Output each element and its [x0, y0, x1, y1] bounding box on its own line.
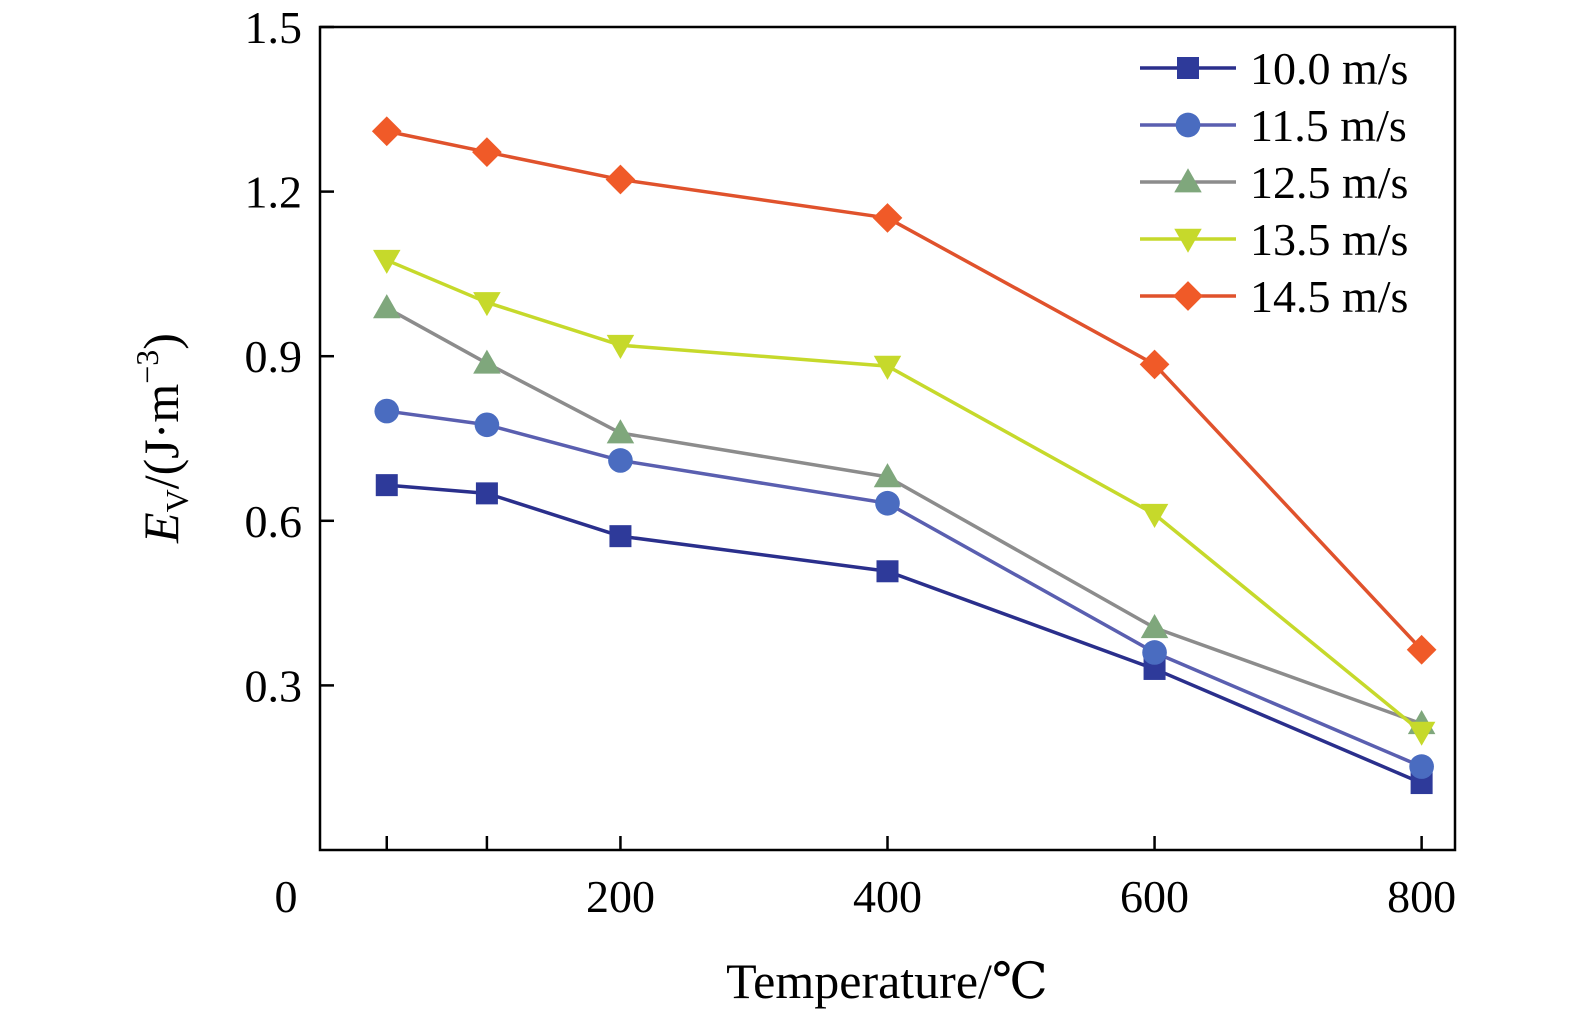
series-2-point-3	[873, 463, 902, 488]
series-4-point-5	[1406, 634, 1437, 665]
legend: 10.0 m/s 11.5 m/s 12.5 m/s 13.5 m/s 14.5 m/s	[1140, 43, 1408, 322]
x-tick-label-0: 200	[586, 871, 655, 922]
legend-marker-2	[1174, 168, 1202, 193]
legend-label-4: 14.5 m/s	[1250, 271, 1408, 322]
series-line-0	[386, 483, 1423, 785]
series-3-point-5	[1407, 721, 1436, 746]
series-line-1	[386, 409, 1423, 769]
legend-marker-0	[1177, 57, 1199, 79]
series-3-point-1	[473, 292, 501, 317]
y-tick-label-4: 1.5	[245, 2, 303, 53]
legend-label-0: 10.0 m/s	[1250, 43, 1408, 94]
series-3-point-4	[1140, 503, 1169, 528]
y-tick-label-1: 0.6	[245, 496, 303, 547]
y-axis-superscript: −3	[129, 350, 165, 384]
series-2-point-0	[373, 294, 401, 319]
legend-label-2: 12.5 m/s	[1250, 157, 1408, 208]
series-4-point-4	[1139, 349, 1170, 380]
y-axis-symbol: E	[133, 512, 189, 544]
series-0-point-2	[609, 525, 632, 548]
legend-marker-1	[1175, 112, 1201, 138]
legend-marker-3	[1174, 228, 1202, 253]
series-1-point-3	[875, 490, 900, 516]
legend-label-3: 13.5 m/s	[1250, 214, 1408, 265]
x-tick-label-2: 600	[1120, 871, 1189, 922]
series-1-point-5	[1409, 754, 1434, 779]
x-origin-label: 0	[275, 871, 298, 922]
series-markers	[371, 116, 1437, 795]
series-2-point-2	[606, 419, 635, 444]
y-axis-title: EV/(J·m−3)	[129, 333, 195, 544]
series-1-point-2	[608, 448, 633, 473]
series-0-point-1	[475, 482, 498, 505]
y-tick-label-2: 0.9	[245, 331, 303, 382]
legend-marker-4	[1173, 281, 1203, 311]
series-3-point-0	[373, 249, 401, 274]
series-lines	[385, 129, 1423, 785]
y-tick-label-3: 1.2	[245, 167, 303, 218]
legend-label-1: 11.5 m/s	[1250, 100, 1407, 151]
series-4-point-3	[872, 203, 903, 233]
y-tick-label-0: 0.3	[245, 660, 303, 711]
series-4-point-2	[605, 164, 636, 195]
series-2-point-1	[473, 349, 501, 374]
series-1-point-0	[374, 398, 400, 424]
series-line-3	[386, 258, 1423, 734]
series-0-point-0	[375, 474, 398, 497]
series-line-2	[385, 306, 1423, 726]
series-line-4	[386, 129, 1423, 651]
y-axis-unit-suffix: )	[133, 333, 189, 350]
y-axis-unit-prefix: /(J·m	[133, 384, 189, 490]
series-1-point-4	[1142, 640, 1167, 665]
x-axis-title: Temperature/℃	[726, 953, 1048, 1009]
series-2-point-4	[1140, 614, 1169, 639]
series-3-point-2	[606, 334, 635, 359]
series-0-point-3	[876, 560, 899, 583]
series-4-point-1	[472, 137, 502, 167]
axis-ticks: 200 400 600 800 0 0.3 0.6 0.9 1.2 1.5	[245, 2, 1457, 922]
x-tick-label-3: 800	[1387, 871, 1456, 922]
y-axis-subscript: V	[159, 489, 195, 512]
series-3-point-3	[873, 355, 902, 380]
x-tick-label-1: 400	[853, 871, 922, 922]
series-1-point-1	[474, 412, 500, 438]
series-4-point-0	[371, 116, 402, 147]
